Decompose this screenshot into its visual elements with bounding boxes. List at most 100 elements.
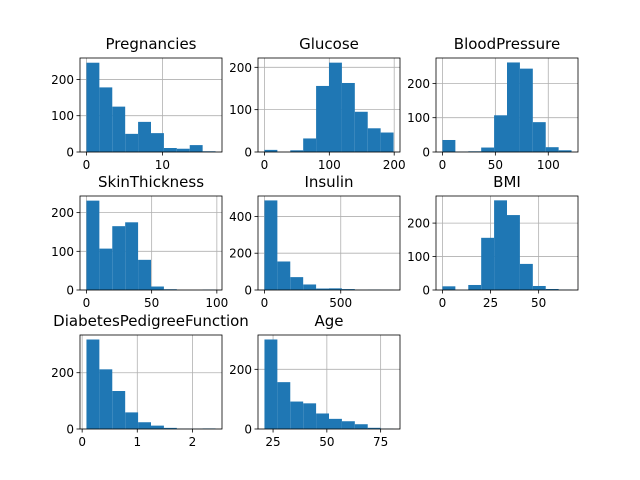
histogram-bar [303, 403, 317, 429]
histogram-bar [277, 382, 291, 429]
histogram-bar [303, 138, 317, 152]
panel-insulin: 0 500 0 200 400 Insulin [229, 173, 401, 310]
panel-title: DiabetesPedigreeFunction [53, 312, 249, 330]
histogram-bar [176, 148, 190, 152]
histogram-bar [507, 62, 520, 152]
histogram-bar [86, 339, 100, 429]
x-tick-label: 200 [383, 158, 406, 172]
histogram-bar [125, 133, 139, 152]
histogram-bar [138, 422, 151, 429]
y-tick-label: 400 [229, 210, 252, 224]
panel-age: 25 50 75 0 200 Age [229, 312, 401, 449]
y-tick-label: 200 [407, 77, 430, 91]
histogram-bar [316, 413, 329, 429]
histogram-bar [532, 285, 546, 290]
y-tick-label: 0 [422, 284, 430, 298]
histogram-bar [507, 215, 520, 290]
x-tick-label: 100 [205, 296, 228, 310]
panel-bmi: 0 25 50 0 100 200 BMI [407, 173, 579, 310]
histogram-bar [519, 68, 533, 152]
panel-title: Age [314, 312, 343, 330]
histogram-bar [86, 62, 100, 152]
x-tick-label: 50 [531, 296, 546, 310]
x-tick-label: 0 [261, 158, 269, 172]
panel-title: BloodPressure [454, 35, 560, 53]
histogram-bar [290, 150, 304, 152]
y-tick-label: 0 [422, 146, 430, 160]
panel-title: SkinThickness [98, 173, 204, 191]
y-tick-label: 0 [244, 284, 252, 298]
y-tick-label: 100 [407, 250, 430, 264]
axes-frame [79, 57, 223, 153]
histogram-bar [163, 148, 177, 152]
x-tick-label: 100 [318, 158, 341, 172]
panel-title: Glucose [299, 35, 359, 53]
histogram-bar [329, 62, 342, 153]
axes-frame [79, 334, 223, 430]
histogram-bar [277, 261, 291, 290]
panel-title: Pregnancies [105, 35, 196, 53]
panel-blood-pressure: 0 50 100 0 100 200 BloodPressure [407, 35, 579, 172]
x-tick-label: 50 [144, 296, 159, 310]
histogram-bar [86, 200, 100, 290]
histogram-bar [316, 85, 329, 152]
x-tick-label: 0 [78, 435, 86, 449]
axes-frame [435, 57, 579, 153]
histogram-bar [151, 133, 164, 152]
histogram-bar [316, 288, 329, 290]
y-tick-label: 100 [51, 109, 74, 123]
histogram-bar [341, 421, 355, 429]
x-tick-label: 75 [373, 435, 388, 449]
histogram-bar [519, 263, 533, 290]
x-tick-label: 10 [155, 158, 170, 172]
histogram-bar [442, 286, 456, 290]
histogram-bar [558, 150, 572, 152]
x-tick-label: 25 [265, 435, 280, 449]
histogram-bar [112, 106, 126, 152]
histogram-bar [380, 132, 394, 152]
x-tick-label: 50 [488, 158, 503, 172]
histogram-bar [290, 277, 304, 290]
histogram-bar [125, 222, 139, 290]
axes-frame [257, 195, 401, 291]
y-tick-label: 200 [51, 366, 74, 380]
x-tick-label: 0 [83, 158, 91, 172]
histogram-bar [545, 288, 559, 290]
histogram-bar [329, 418, 342, 429]
y-tick-label: 200 [51, 73, 74, 87]
y-tick-label: 100 [51, 245, 74, 259]
y-tick-label: 200 [51, 206, 74, 220]
panel-title: BMI [493, 173, 521, 191]
y-tick-label: 100 [407, 111, 430, 125]
x-tick-label: 50 [319, 435, 334, 449]
histogram-bar [151, 425, 164, 429]
x-tick-label: 2 [189, 435, 197, 449]
x-tick-label: 0 [439, 296, 447, 310]
histogram-bar [354, 424, 368, 429]
histogram-bar [532, 122, 546, 152]
y-tick-label: 0 [66, 423, 74, 437]
panel-diabetes-pedigree-function: 0 1 2 0 200 DiabetesPedigreeFunction [51, 312, 249, 449]
histogram-bar [151, 286, 164, 290]
histogram-bar [290, 401, 304, 429]
histogram-bar [189, 145, 203, 152]
x-tick-label: 0 [83, 296, 91, 310]
y-tick-label: 200 [407, 217, 430, 231]
histogram-bar [112, 391, 126, 429]
histogram-bar [481, 147, 495, 152]
histogram-bar [125, 412, 139, 429]
histogram-bar [494, 115, 507, 152]
y-tick-label: 0 [66, 284, 74, 298]
histogram-bar [138, 121, 151, 152]
histogram-bar [468, 284, 482, 290]
histogram-bar [341, 82, 355, 152]
y-tick-label: 0 [244, 423, 252, 437]
panel-title: Insulin [304, 173, 353, 191]
histogram-bar [264, 200, 278, 290]
y-tick-label: 200 [229, 247, 252, 261]
histogram-bar [442, 139, 456, 152]
histogram-bar [545, 147, 559, 152]
panel-glucose: 0 100 200 0 100 200 Glucose [229, 35, 406, 172]
x-tick-label: 500 [329, 296, 352, 310]
